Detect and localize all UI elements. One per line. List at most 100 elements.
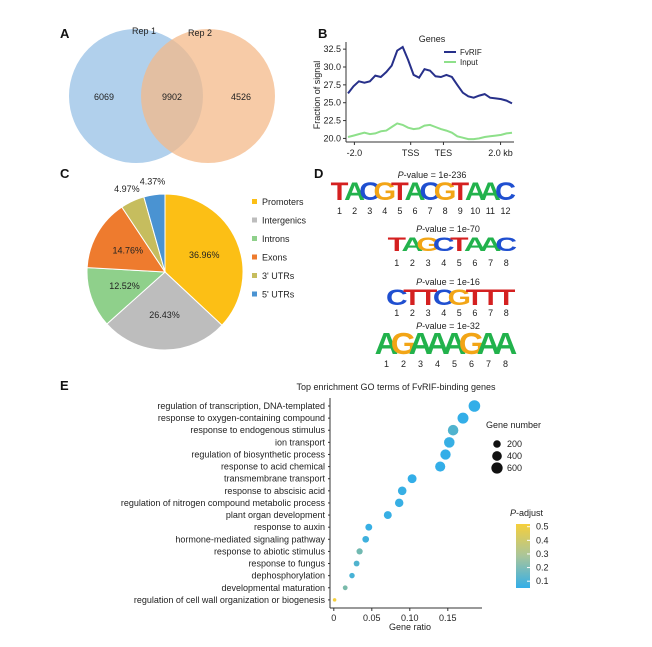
go-dot-dephosphorylation (349, 572, 355, 579)
panel-d-label: D (314, 166, 323, 181)
line-chart-axes: 20.0 22.5 25.0 27.5 30.0 32.5 -2.0 TSS TES 2.0 kb (323, 42, 514, 158)
pie-slice-promoters (164, 193, 244, 326)
go-chart-xlabel: Gene ratio (389, 622, 431, 632)
motif-position-label: 8 (504, 258, 509, 268)
y-tick-label: 22.5 (323, 116, 341, 126)
motif-letter: A (402, 234, 424, 256)
motif-pvalue-rest: -value = 1e-236 (404, 170, 467, 180)
go-dot-response-to-fungus (353, 560, 360, 567)
pie-label-promoters: 36.96% (189, 250, 220, 260)
motif-letter: C (495, 234, 517, 256)
color-legend-tick-label: 0.5 (536, 522, 549, 532)
go-term-label: response to oxygen-containing compound (158, 413, 325, 423)
go-dot-response-to-auxin (365, 523, 373, 531)
motif-position-label: 2 (401, 359, 406, 369)
motif-letter: C (359, 177, 380, 206)
go-term-label: response to abscisic acid (224, 486, 325, 496)
motif-letter: C (495, 177, 516, 206)
go-dot-regulation-of-nitrogen-compound-metabolic-process (394, 498, 404, 508)
motif-letter: T (497, 285, 515, 310)
x-tick-label: -2.0 (347, 148, 363, 158)
go-chart-title: Top enrichment GO terms of FvRIF-binding… (296, 382, 496, 392)
motif-position-label: 3 (426, 258, 431, 268)
go-x-tick-label: 0 (331, 613, 336, 623)
motif-letter: C (386, 285, 408, 310)
motif-position-label: 11 (486, 206, 495, 216)
motif-letter: C (420, 177, 441, 206)
go-term-label: response to acid chemical (221, 462, 325, 472)
size-legend-dot (493, 440, 501, 448)
color-legend-tick-label: 0.2 (536, 563, 549, 573)
motif-position-label: 8 (503, 359, 508, 369)
pie-label-exons: 14.76% (113, 246, 144, 256)
go-term-label: regulation of biosynthetic process (191, 450, 325, 460)
go-dot-response-to-oxygen-containing-compound (457, 412, 469, 424)
series-line-fvrif (347, 45, 513, 105)
motif-position-label: 7 (488, 308, 493, 318)
legend-swatch-exons (252, 254, 257, 260)
color-legend-title-rest: -adjust (516, 508, 544, 518)
go-x-tick-label: 0.15 (439, 613, 457, 623)
motif-letter: T (451, 177, 469, 206)
motif-letter: G (373, 177, 396, 206)
motif-pvalue-rest: -value = 1e-16 (422, 277, 480, 287)
motif-letter: G (391, 326, 416, 361)
motif-position-label: 8 (443, 206, 448, 216)
size-legend-title: Gene number (486, 420, 541, 430)
motif-position-label: 4 (382, 206, 387, 216)
go-dot-ion-transport (444, 437, 455, 448)
motif-position-label: 3 (426, 308, 431, 318)
motif-letter: A (480, 177, 501, 206)
motif-letter: A (426, 326, 450, 361)
legend-swatch-promoters (252, 199, 257, 204)
size-legend: Gene number 200 400 600 (486, 420, 541, 474)
legend-swatch-3-utrs (252, 273, 257, 278)
motif-pvalue-italic: P (416, 224, 422, 234)
legend-label-fvrif: FvRIF (460, 48, 482, 57)
motif-letter: T (331, 177, 349, 206)
motif-pvalue-italic: P (416, 321, 422, 331)
go-term-label: response to fungus (248, 559, 325, 569)
pie-labels: 36.96% 26.43% 12.52% 14.76% 4.97%4.37% (109, 177, 219, 320)
motif-pvalue: P-value = 1e-70 (416, 224, 480, 234)
go-term-label: response to abiotic stimulus (214, 546, 326, 556)
go-dot-plant-organ-development (383, 511, 392, 520)
motif-position-label: 1 (394, 258, 399, 268)
legend-label-3-utrs: 3' UTRs (262, 271, 295, 281)
panel-c: C 36.96% 26.43% 12.52% 14.76% 4.97%4.37% Pro… (60, 166, 307, 351)
panel-b-label: B (318, 26, 327, 41)
pie-label-introns: 12.52% (109, 281, 140, 291)
motif-letter: G (448, 285, 471, 310)
pie-slices (86, 193, 244, 351)
go-term-labels: regulation of transcription, DNA-templat… (121, 401, 330, 605)
go-x-tick-label: 0.10 (401, 613, 419, 623)
color-legend-title-italic: P (510, 508, 516, 518)
pie-label-3-utrs: 4.97% (114, 184, 140, 194)
color-legend: P-adjust 0.5 0.4 0.3 0.2 0.1 (510, 508, 549, 588)
motif-position-label: 1 (394, 308, 399, 318)
motif-position-label: 4 (441, 308, 446, 318)
motif-letter: A (344, 177, 365, 206)
motif-letter: A (405, 177, 426, 206)
go-term-label: response to auxin (254, 522, 325, 532)
legend-label-intergenics: Intergenics (262, 216, 307, 226)
color-legend-tick-label: 0.1 (536, 576, 549, 586)
motif-letter: G (416, 234, 439, 256)
legend-swatch-introns (252, 236, 257, 241)
go-dot-regulation-of-transcription-dna-templated (468, 400, 481, 412)
motif-pvalue-italic: P (416, 277, 422, 287)
panel-e: E Top enrichment GO terms of FvRIF-bindi… (60, 378, 549, 632)
motif-letter: T (419, 285, 437, 310)
motif-letter: A (477, 326, 501, 361)
go-dot-response-to-acid-chemical (435, 461, 446, 472)
motif-position-label: 2 (410, 308, 415, 318)
motif-letter: T (481, 285, 499, 310)
go-term-label: plant organ development (226, 510, 326, 520)
motif-position-label: 2 (352, 206, 357, 216)
panel-c-label: C (60, 166, 70, 181)
pie-slice-5-utrs (143, 193, 166, 273)
color-legend-title: P-adjust (510, 508, 544, 518)
line-chart-title: Genes (419, 34, 446, 44)
